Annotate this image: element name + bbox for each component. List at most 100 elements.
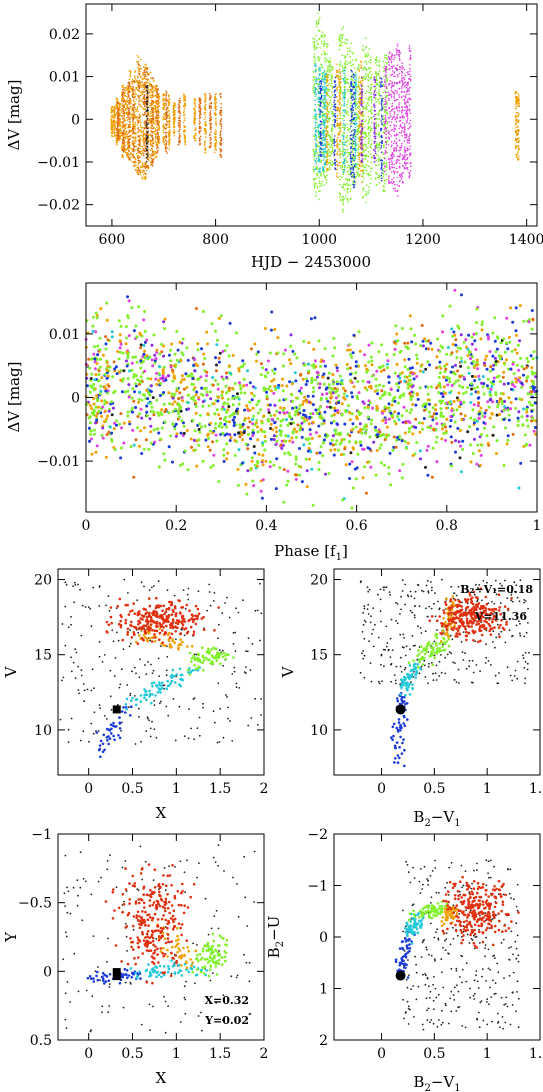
lightcurve-point	[368, 99, 370, 101]
lightcurve-point	[381, 97, 383, 100]
lightcurve-point	[339, 178, 341, 181]
lightcurve-point	[371, 156, 373, 159]
lightcurve-point	[378, 163, 381, 166]
lightcurve-point	[145, 169, 148, 172]
lightcurve-point	[149, 94, 151, 97]
lightcurve-point	[315, 143, 317, 145]
lightcurve-point	[347, 88, 349, 91]
lightcurve-point	[318, 18, 320, 21]
lightcurve-point	[110, 107, 112, 110]
lightcurve-point	[123, 141, 125, 143]
lightcurve-point	[137, 56, 140, 59]
lightcurve-point	[334, 89, 336, 91]
lightcurve-point	[317, 92, 320, 94]
lightcurve-point	[515, 105, 517, 108]
lightcurve-point	[320, 161, 323, 164]
lightcurve-point	[378, 118, 381, 120]
lightcurve-point	[378, 92, 381, 95]
lightcurve-point	[356, 68, 359, 71]
lightcurve-point	[325, 129, 328, 132]
lightcurve-point	[339, 61, 342, 63]
lightcurve-point	[321, 184, 323, 187]
lightcurve-point	[152, 145, 155, 148]
lightcurve-point	[378, 61, 380, 64]
lightcurve-point	[179, 101, 181, 104]
lightcurve-point	[327, 79, 329, 82]
lightcurve-point	[123, 132, 125, 135]
lightcurve-point	[140, 85, 142, 87]
lightcurve-point	[110, 125, 112, 128]
lightcurve-point	[315, 162, 317, 165]
lightcurve-point	[136, 119, 138, 121]
lightcurve-point	[146, 153, 149, 156]
lightcurve-point	[359, 81, 362, 84]
lightcurve-point	[355, 175, 357, 178]
lightcurve-point	[140, 153, 143, 156]
lightcurve-point	[371, 73, 373, 76]
lightcurve-point	[343, 160, 345, 163]
lightcurve-point	[353, 133, 356, 136]
lightcurve-point	[316, 23, 318, 26]
lightcurve-point	[377, 73, 380, 76]
lightcurve-point	[312, 166, 315, 168]
lightcurve-point	[364, 133, 367, 135]
lightcurve-point	[352, 93, 355, 96]
lightcurve-point	[367, 127, 370, 130]
lightcurve-point	[132, 104, 135, 107]
lightcurve-point	[317, 101, 320, 103]
lightcurve-point	[324, 121, 326, 124]
lightcurve-point	[518, 102, 520, 104]
lightcurve-point	[184, 141, 186, 144]
lightcurve-point	[219, 96, 222, 98]
lightcurve-point	[133, 141, 136, 143]
lightcurve-point	[314, 121, 317, 124]
lightcurve-point	[327, 76, 329, 79]
lightcurve-point	[154, 135, 157, 138]
lightcurve-point	[329, 151, 331, 154]
lightcurve-point	[166, 131, 168, 134]
lightcurve-point	[381, 118, 384, 120]
lightcurve-point	[326, 153, 328, 156]
lightcurve-point	[368, 118, 371, 121]
lightcurve-point	[314, 159, 316, 162]
lightcurve-point	[168, 139, 170, 141]
lightcurve-point	[323, 116, 325, 118]
lightcurve-point	[320, 127, 322, 130]
lightcurve-point	[354, 157, 357, 160]
lightcurve-point	[135, 93, 137, 95]
lightcurve-point	[313, 44, 315, 47]
lightcurve-point	[335, 74, 338, 77]
lightcurve-point	[381, 159, 384, 162]
lightcurve-point	[353, 98, 355, 101]
lightcurve-point	[362, 143, 365, 146]
lightcurve-point	[184, 140, 187, 142]
lightcurve-point	[129, 91, 131, 93]
lightcurve-point	[141, 77, 144, 80]
lightcurve-point	[145, 162, 147, 164]
lightcurve-point	[342, 138, 345, 141]
lightcurve-point	[120, 98, 123, 100]
lightcurve-point	[377, 176, 379, 179]
lightcurve-point	[193, 108, 195, 111]
lightcurve-point	[336, 147, 339, 149]
lightcurve-point	[127, 107, 130, 109]
lightcurve-point	[122, 135, 124, 137]
lightcurve-point	[349, 56, 352, 58]
lightcurve-point	[132, 140, 134, 142]
lightcurve-point	[354, 83, 357, 86]
lightcurve-point	[173, 135, 176, 137]
lightcurve-point	[133, 96, 136, 99]
lightcurve-point	[138, 138, 141, 141]
lightcurve-point	[351, 157, 354, 160]
lightcurve-point	[364, 52, 367, 55]
lightcurve-point	[351, 104, 354, 107]
lightcurve-point	[194, 132, 197, 135]
lightcurve-point	[198, 110, 201, 112]
lightcurve-point	[315, 35, 317, 37]
lightcurve-point	[327, 84, 329, 87]
lightcurve-point	[322, 114, 324, 117]
lightcurve-point	[331, 133, 334, 136]
lightcurve-point	[341, 28, 344, 31]
lightcurve-point	[349, 157, 352, 159]
lightcurve-point	[162, 125, 164, 127]
